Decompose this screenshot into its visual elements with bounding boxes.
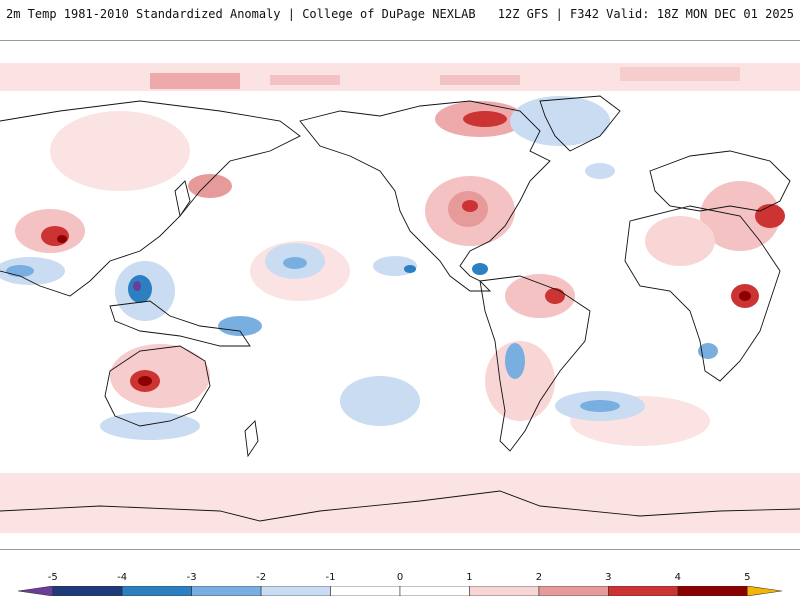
colorbar-tick-label: 2 (535, 572, 543, 583)
cool-patch (283, 257, 307, 269)
warm-patch (545, 288, 565, 304)
header: 2m Temp 1981-2010 Standardized Anomaly |… (0, 0, 800, 36)
colorbar-tick-label: -1 (325, 572, 336, 583)
colorbar-max-extend (746, 586, 783, 596)
indonesia-outline (109, 300, 251, 347)
warm-patch (50, 111, 190, 191)
new-zealand-outline (244, 420, 259, 458)
warm-patch (150, 73, 240, 89)
australia-outline (104, 345, 211, 427)
colorbar-tick-label: -2 (256, 572, 267, 583)
warm-patch (440, 75, 520, 85)
warm-patch (620, 67, 740, 81)
colorbar-tick-label: -4 (117, 572, 128, 583)
colorbar-segment (52, 586, 123, 596)
warm-patch (485, 341, 555, 421)
warm-patch (57, 235, 67, 243)
colorbar-segment (121, 586, 192, 596)
map-svg (0, 63, 800, 533)
colorbar-segment (469, 586, 540, 596)
colorbar-tick-label: 4 (674, 572, 681, 583)
cool-patch (580, 400, 620, 412)
greenland-outline (539, 95, 621, 152)
africa-outline (624, 205, 781, 382)
cool-patch (218, 316, 262, 336)
warm-patch (270, 75, 340, 85)
cool-patch (505, 343, 525, 379)
cool-patch (133, 281, 141, 291)
anomaly-shading (0, 63, 800, 533)
asia-outline (0, 100, 301, 297)
warm-patch (505, 274, 575, 318)
cool-patch (6, 265, 34, 277)
colorbar-tick-label: 0 (396, 572, 404, 583)
model-valid-time: 12Z GFS | F342 Valid: 18Z MON DEC 01 202… (497, 7, 794, 21)
cool-patch (510, 96, 610, 146)
warm-patch (110, 344, 210, 408)
colorbar-scale (17, 586, 783, 596)
colorbar-segment (538, 586, 609, 596)
cool-patch (404, 265, 416, 273)
colorbar: -5 -4 -3 -2 -1 0 1 2 3 4 5 (0, 572, 800, 600)
colorbar-segment (191, 586, 262, 596)
cool-patch (585, 163, 615, 179)
colorbar-segment (677, 586, 748, 596)
antarctica-outline (0, 490, 800, 522)
colorbar-tick-label: 1 (466, 572, 473, 583)
europe-outline (649, 150, 791, 212)
colorbar-tick-label: -3 (186, 572, 197, 583)
south-america-outline (479, 275, 591, 452)
colorbar-min-extend (17, 586, 54, 596)
colorbar-tick-label: -5 (47, 572, 58, 583)
cool-patch (698, 343, 718, 359)
japan-outline (174, 180, 191, 218)
colorbar-segment (608, 586, 679, 596)
colorbar-tick-label: 3 (605, 572, 612, 583)
warm-patch (463, 111, 507, 127)
colorbar-segment (260, 586, 331, 596)
warm-patch (188, 174, 232, 198)
colorbar-segment (399, 586, 470, 596)
warm-patch (138, 376, 152, 386)
warm-patch (645, 216, 715, 266)
north-america-outline (299, 100, 551, 292)
cool-patch (340, 376, 420, 426)
colorbar-segment (330, 586, 401, 596)
map-title: 2m Temp 1981-2010 Standardized Anomaly |… (6, 7, 476, 21)
colorbar-tick-label: 5 (744, 572, 751, 583)
cool-patch (472, 263, 488, 275)
anomaly-map (0, 40, 800, 550)
coastlines (0, 95, 800, 522)
warm-patch (755, 204, 785, 228)
warm-patch (462, 200, 478, 212)
warm-patch (739, 291, 751, 301)
